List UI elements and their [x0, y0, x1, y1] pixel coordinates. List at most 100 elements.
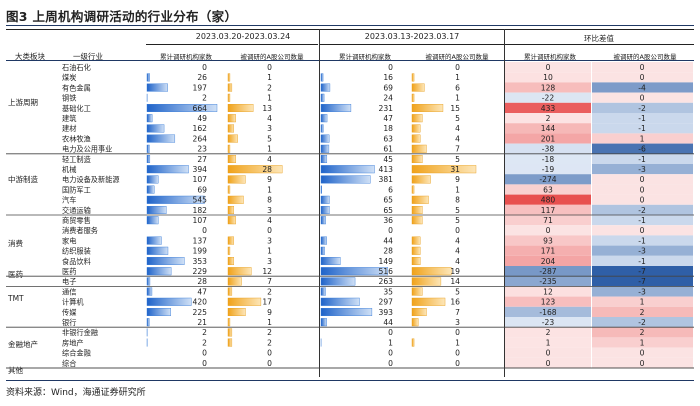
period2-header: 2023.03.13-2023.03.17: [364, 32, 460, 41]
diff-inst-value: -287: [539, 267, 556, 276]
diff-inst-value: -168: [539, 308, 556, 317]
p1-share-bar: [227, 287, 233, 296]
p2-share-bar: [411, 236, 421, 245]
industry-label: 基础化工: [62, 104, 91, 113]
p2-share-bar: [411, 175, 431, 184]
p2-share-value: 5: [455, 114, 460, 123]
industry-label: 综合金融: [62, 349, 91, 358]
p1-share-bar: [227, 318, 231, 327]
industry-label: 综合: [62, 359, 76, 368]
p2-share-value: 7: [455, 308, 460, 317]
diff-share-value: -3: [638, 165, 646, 174]
group-label-pharma: 医药: [8, 270, 23, 279]
p1-share-bar: [227, 297, 262, 306]
diff-share-cell: [592, 184, 693, 195]
p2-inst-bar: [320, 205, 330, 214]
p1-share-value: 4: [267, 216, 272, 225]
p2-inst-value: 6: [388, 185, 393, 194]
p1-inst-value: 664: [193, 104, 208, 113]
p2-share-value: 0: [455, 349, 460, 358]
diff-share-cell: [592, 123, 693, 134]
industry-label: 汽车: [62, 196, 76, 205]
p1-inst-value: 2: [202, 94, 207, 103]
diff-inst-value: 171: [541, 247, 556, 256]
title-rule: [6, 25, 694, 26]
diff-inst-value: 12: [543, 287, 553, 296]
p2-share-bar: [411, 338, 415, 347]
p1-inst-bar: [146, 83, 168, 92]
diff-inst-cell: [505, 164, 591, 175]
p2-inst-bar: [320, 114, 328, 123]
p2-inst-bar: [320, 185, 322, 194]
diff-share-value: 0: [640, 196, 645, 205]
p2-inst-bar: [320, 236, 327, 245]
group-label-consumer: 消费: [8, 239, 23, 248]
diff-share-value: 0: [640, 359, 645, 368]
p1-share-bar: [227, 257, 235, 266]
p2-inst-header: 累计调研机构家数: [339, 53, 391, 61]
diff-share-cell: [592, 153, 693, 164]
diff-inst-value: 0: [546, 63, 551, 72]
diff-share-cell: [592, 225, 693, 236]
p2-share-value: 7: [455, 145, 460, 154]
diff-inst-cell: [505, 225, 591, 236]
p1-share-bar: [227, 175, 246, 184]
diff-inst-value: 63: [543, 185, 553, 194]
diff-share-value: -3: [638, 287, 646, 296]
industry-label: 石油石化: [62, 63, 91, 72]
diff-inst-cell: [505, 72, 591, 83]
diff-inst-cell: [505, 266, 591, 277]
diff-inst-value: 480: [541, 196, 556, 205]
diff-share-value: -3: [638, 247, 646, 256]
p1-share-value: 9: [267, 175, 272, 184]
p1-share-value: 3: [267, 236, 272, 245]
p2-share-value: 1: [455, 94, 460, 103]
p1-share-value: 1: [267, 185, 272, 194]
diff-share-cell: [592, 327, 693, 338]
bottom-rule: [6, 380, 694, 381]
p2-inst-bar: [320, 216, 326, 225]
p1-inst-bar: [146, 236, 162, 245]
p1-inst-value: 0: [202, 226, 207, 235]
diff-share-value: 0: [640, 94, 645, 103]
p1-inst-bar: [146, 185, 155, 194]
d-inst-header: 累计调研机构家数: [524, 53, 576, 61]
diff-inst-cell: [505, 327, 591, 338]
p1-inst-value: 2: [202, 328, 207, 337]
diff-share-cell: [592, 92, 693, 103]
p1-inst-value: 0: [202, 359, 207, 368]
p2-inst-value: 516: [379, 267, 394, 276]
industry-label: 通信: [62, 287, 76, 296]
diff-inst-value: 1: [546, 338, 551, 347]
diff-share-cell: [592, 82, 693, 93]
p1-inst-value: 47: [197, 287, 207, 296]
p1-inst-bar: [146, 195, 205, 204]
p1-share-value: 3: [267, 124, 272, 133]
diff-inst-value: 201: [541, 134, 556, 143]
p1-inst-bar: [146, 103, 218, 112]
p2-share-bar: [411, 103, 444, 112]
p1-share-bar: [227, 308, 246, 317]
diff-share-cell: [592, 306, 693, 317]
p1-share-bar: [227, 93, 231, 102]
p1-share-value: 2: [267, 328, 272, 337]
p1-inst-bar: [146, 297, 192, 306]
p2-share-bar: [411, 134, 421, 143]
p1-share-value: 4: [267, 114, 272, 123]
p1-share-bar: [227, 205, 235, 214]
diff-share-cell: [592, 276, 693, 287]
p2-inst-value: 149: [379, 257, 394, 266]
p1-share-value: 2: [267, 83, 272, 92]
p2-inst-value: 28: [383, 247, 393, 256]
industry-label: 计算机: [62, 298, 84, 307]
p1-share-bar: [227, 216, 236, 225]
p2-share-value: 5: [455, 155, 460, 164]
p2-share-value: 6: [455, 83, 460, 92]
p2-inst-value: 47: [383, 114, 393, 123]
p1-inst-bar: [146, 154, 151, 163]
diff-inst-cell: [505, 184, 591, 195]
group-label-upstream: 上游周期: [8, 98, 38, 107]
industry-label: 机械: [62, 165, 76, 174]
diff-inst-cell: [505, 62, 591, 73]
